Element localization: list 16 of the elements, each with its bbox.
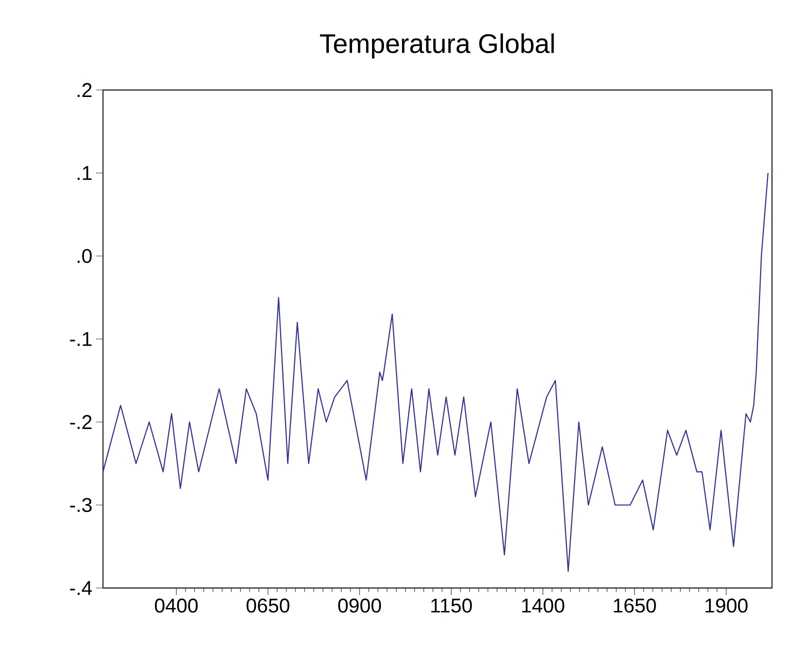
x-tick-label: 0400 [154,598,198,613]
y-tick-label: .1 [78,166,92,180]
x-tick-label: 0900 [338,598,381,613]
x-tick-label: 1900 [706,598,748,613]
y-tick-label: -.3 [70,498,92,512]
y-tick-label: -.2 [70,415,92,429]
y-tick-label: .2 [78,83,92,97]
x-tick-label: 0650 [246,598,290,613]
y-tick-label: -.1 [70,332,92,346]
x-tick-label: 1400 [522,598,564,613]
x-tick-label: 1150 [431,598,472,613]
y-tick-label: .0 [78,248,92,264]
chart-title: Temperatura Global [320,33,554,58]
line-series [103,172,769,572]
x-tick-label: 1650 [614,598,656,613]
y-tick-label: -.4 [70,581,92,595]
